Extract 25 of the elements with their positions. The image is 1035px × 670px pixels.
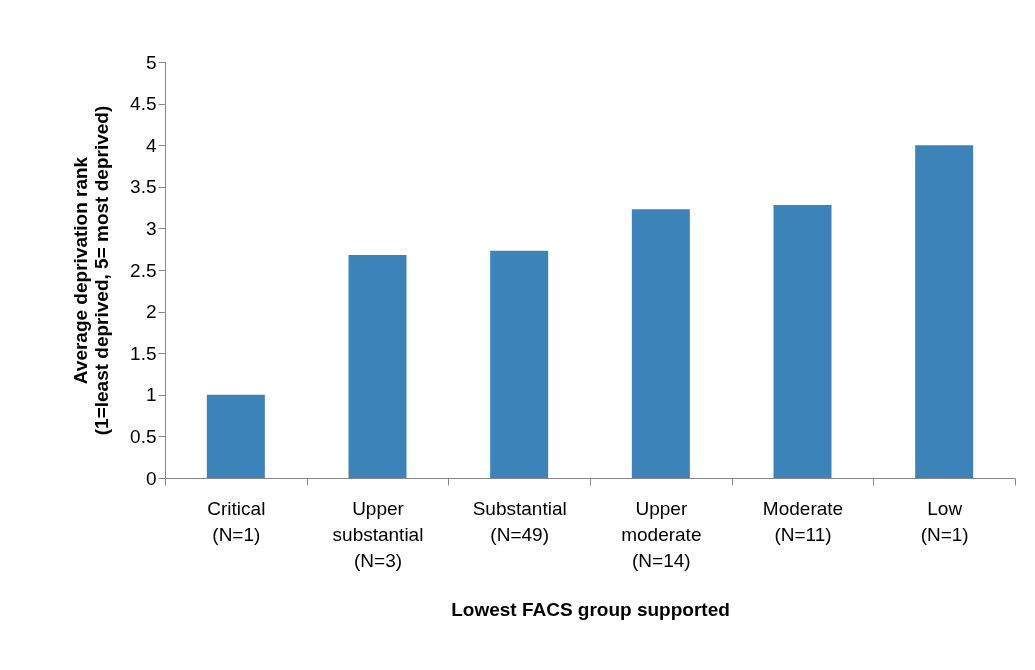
y-tick-label: 2 (145, 301, 157, 323)
y-tick-label: 0 (145, 467, 157, 489)
y-tick-label: 2.5 (130, 259, 157, 281)
y-tick-label: 1 (145, 384, 157, 406)
y-tick-label: 3 (145, 217, 157, 239)
y-tick-label: 3.5 (130, 176, 157, 198)
x-axis-title: Lowest FACS group supported (451, 598, 730, 620)
bar (773, 205, 832, 478)
y-tick-label: 0.5 (130, 425, 157, 447)
y-tick-label: 5 (145, 51, 157, 73)
x-tick-label: Moderate (N=11) (762, 497, 844, 545)
y-tick-label: 4.5 (130, 93, 157, 115)
bar (490, 250, 549, 478)
y-axis-title: Average deprivation rank (1=least deprived, 5= most deprived) (70, 105, 113, 436)
x-tick-label: Upper substantial (N=3) (332, 497, 424, 571)
x-tick-label: Critical (N=1) (207, 497, 266, 545)
bar (348, 255, 407, 478)
y-tick-label: 4 (145, 134, 157, 156)
bar (206, 394, 265, 478)
x-tick-label: Substantial (N=49) (472, 497, 567, 545)
bar (915, 145, 974, 478)
bar (631, 209, 690, 478)
y-tick-label: 1.5 (130, 342, 157, 364)
x-tick-label: Upper moderate (N=14) (621, 497, 702, 571)
x-tick-label: Low (N=1) (920, 497, 969, 545)
